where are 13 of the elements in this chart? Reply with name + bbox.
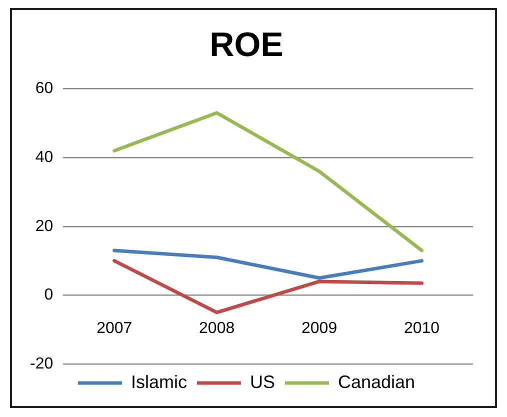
legend-label: Islamic <box>130 372 187 392</box>
x-tick-label: 2010 <box>404 320 440 338</box>
y-tick-label: -20 <box>30 355 54 372</box>
x-tick-label: 2009 <box>302 320 338 338</box>
y-tick-label: 40 <box>35 149 54 166</box>
y-tick-label: 60 <box>35 80 54 98</box>
legend-label: Canadian <box>338 372 416 392</box>
y-tick-label: 20 <box>35 218 54 235</box>
y-tick-label: 0 <box>44 286 54 304</box>
chart-title: ROE <box>210 26 284 64</box>
legend-label: US <box>250 372 275 392</box>
x-tick-label: 2008 <box>199 320 235 338</box>
x-tick-label: 2007 <box>96 320 132 338</box>
